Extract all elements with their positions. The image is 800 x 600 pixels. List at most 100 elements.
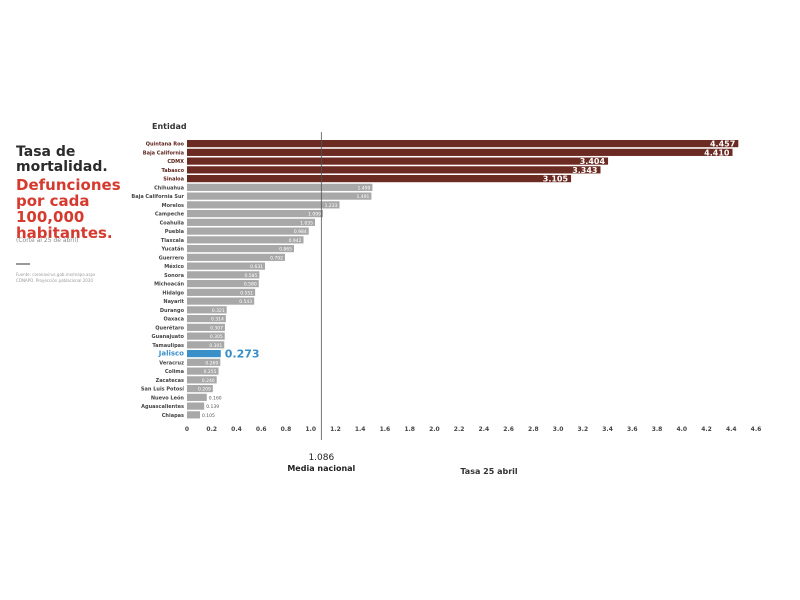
source-line-1: Fuente: coronavirus.gob.mx/mapa.aspx [16, 272, 96, 277]
bar [187, 245, 294, 253]
x-tick-label: 3.0 [553, 426, 564, 433]
x-tick-label: 0.2 [206, 426, 217, 433]
x-tick-label: 3.6 [627, 426, 638, 433]
x-axis-label: Tasa 25 abril [460, 467, 518, 476]
category-label: México [164, 263, 184, 270]
value-label: 1.099 [308, 212, 321, 218]
category-label: Tlaxcala [161, 238, 184, 244]
value-label: 0.543 [239, 299, 252, 305]
value-label: 0.942 [289, 238, 302, 244]
x-tick-label: 4.4 [726, 426, 737, 433]
value-label: 0.631 [250, 264, 263, 270]
value-label: 4.457 [710, 140, 735, 149]
x-tick-label: 1.2 [330, 426, 341, 433]
bar [187, 393, 207, 401]
x-tick-label: 3.2 [578, 426, 589, 433]
bar [187, 236, 304, 244]
category-label: Guerrero [159, 255, 185, 261]
category-label: Coahuila [160, 220, 184, 226]
value-label: 3.404 [580, 157, 606, 166]
bar [187, 201, 340, 209]
x-tick-label: 0.8 [281, 426, 292, 433]
category-label: Sonora [164, 273, 184, 279]
value-label: 3.105 [543, 175, 569, 184]
value-label: 0.314 [211, 317, 224, 323]
bar [187, 192, 372, 200]
x-tick-label: 2.2 [454, 426, 465, 433]
category-label: Tabasco [162, 168, 185, 174]
bar [187, 288, 256, 296]
x-tick-label: 1.4 [355, 426, 366, 433]
category-label: Nayarit [163, 299, 184, 305]
x-tick-label: 0.6 [256, 426, 267, 433]
bar [187, 332, 225, 340]
bar [187, 376, 217, 384]
value-label: 4.410 [704, 148, 730, 157]
category-label: Campeche [155, 212, 185, 218]
category-label: Guanajuato [152, 334, 185, 340]
value-label: 0.255 [204, 369, 217, 375]
subtitle-line-1: Defunciones [16, 176, 121, 194]
value-label: 1.499 [358, 185, 371, 191]
bar [187, 140, 739, 148]
divider [16, 263, 30, 265]
value-label: 0.984 [294, 229, 307, 235]
value-label: 0.585 [244, 273, 257, 279]
value-label: 0.305 [210, 334, 223, 340]
value-label: 0.269 [205, 360, 218, 366]
category-label: Puebla [165, 229, 184, 235]
cutoff-note: (Corte al 25 de abril) [16, 237, 79, 244]
chart-title: Tasa de mortalidad. [16, 145, 108, 175]
value-label: 1.233 [325, 203, 338, 209]
value-label: 0.273 [225, 348, 260, 361]
bar [187, 271, 260, 279]
bar [187, 385, 213, 393]
value-label: 1.035 [300, 220, 313, 226]
source-line-2: CONAPO. Proyección poblacional 2020 [16, 278, 93, 283]
x-tick-label: 4.6 [751, 426, 762, 433]
value-label: 0.307 [210, 325, 223, 331]
category-label: Oaxaca [163, 317, 184, 323]
subtitle-line-2: por cada [16, 192, 90, 210]
x-tick-label: 2.0 [429, 426, 440, 433]
x-tick-label: 2.8 [528, 426, 539, 433]
category-label: Querétaro [155, 324, 184, 331]
bar [187, 411, 200, 419]
value-label: 0.792 [270, 255, 283, 261]
bar [187, 262, 266, 270]
source-note: Fuente: coronavirus.gob.mx/mapa.aspx CON… [16, 272, 121, 284]
category-label: San Luis Potosí [141, 386, 184, 393]
category-label: Sinaloa [163, 177, 184, 183]
bar [187, 402, 205, 410]
category-label: Nuevo León [151, 394, 185, 401]
category-label: Hidalgo [162, 290, 184, 296]
value-label: 0.105 [202, 413, 215, 419]
bar [187, 280, 259, 288]
bar [187, 227, 309, 235]
bar [187, 175, 572, 183]
category-label: Colima [165, 369, 184, 375]
bar [187, 166, 601, 174]
category-label: Baja California Sur [131, 194, 184, 200]
value-label: 3.343 [572, 166, 597, 175]
value-label: 0.160 [209, 395, 222, 401]
bar [187, 315, 226, 323]
bar [187, 358, 221, 366]
x-tick-label: 0 [185, 426, 189, 433]
title-line-1: Tasa de [16, 144, 76, 160]
reference-label: Media nacional [287, 464, 355, 473]
category-label: Tamaulipas [152, 343, 184, 349]
x-tick-label: 4.2 [701, 426, 712, 433]
category-label: CDMX [167, 159, 184, 165]
x-tick-label: 1.6 [380, 426, 391, 433]
category-label: Durango [160, 308, 185, 314]
x-tick-label: 0.4 [231, 426, 242, 433]
category-label: Morelos [162, 203, 184, 209]
bar [187, 253, 285, 261]
reference-value: 1.086 [308, 453, 334, 463]
value-label: 0.209 [198, 387, 211, 393]
value-label: 0.551 [240, 290, 253, 296]
category-label: Aguascalientes [141, 404, 184, 410]
